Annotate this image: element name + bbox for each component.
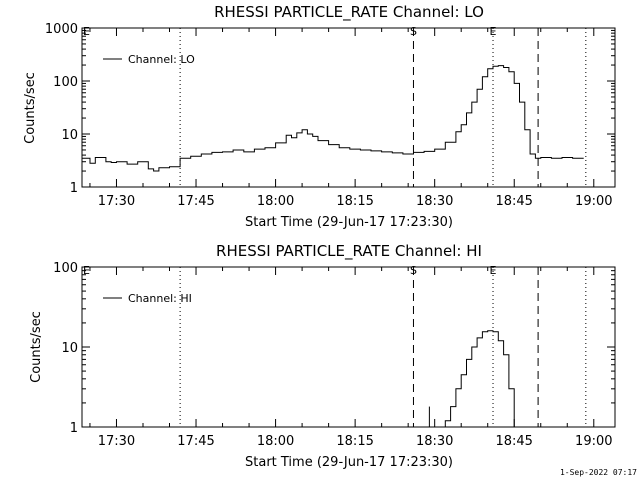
panel-lo-xlabel: Start Time (29-Jun-17 17:23:30) (245, 215, 453, 230)
x-tick-label: 18:15 (336, 434, 373, 449)
x-tick-label: 19:00 (575, 194, 612, 209)
event-marker-label: E (490, 264, 497, 277)
x-tick-label: 18:00 (257, 434, 294, 449)
panel-hi-legend-label: Channel: HI (128, 292, 192, 305)
y-tick-label: 10 (61, 128, 78, 143)
panel-hi-series-line (434, 330, 515, 428)
panel-hi-title: RHESSI PARTICLE_RATE Channel: HI (216, 242, 482, 261)
y-tick-label: 1 (70, 421, 78, 436)
panel-hi-frame (81, 266, 616, 428)
event-marker-label: E (83, 25, 90, 38)
panel-lo-axes: 17:30 17:45 18:00 18:15 18:30 18:45 19:00 1 10 10… (45, 22, 615, 209)
x-tick-label: 19:00 (575, 434, 612, 449)
x-tick-label: 18:30 (416, 194, 453, 209)
event-marker-label: S (410, 25, 417, 38)
x-tick-label: 17:45 (177, 194, 214, 209)
x-tick-label: 18:15 (336, 194, 373, 209)
event-marker-label: E (490, 25, 497, 38)
y-tick-label: 1 (70, 181, 78, 196)
x-tick-label: 18:45 (495, 194, 532, 209)
panel-lo-title: RHESSI PARTICLE_RATE Channel: LO (214, 3, 484, 22)
x-tick-label: 17:30 (98, 434, 135, 449)
panel-hi-axes: 17:30 17:45 18:00 18:15 18:30 18:45 19:00 1 10 10… (53, 261, 615, 449)
y-tick-label: 100 (53, 261, 78, 276)
x-tick-label: 18:30 (416, 434, 453, 449)
footer-timestamp: 1-Sep-2022 07:17 (560, 468, 637, 477)
x-tick-label: 17:45 (177, 434, 214, 449)
panel-hi-ylabel: Counts/sec (29, 311, 44, 383)
panel-lo-legend-label: Channel: LO (128, 53, 195, 66)
x-tick-label: 17:30 (98, 194, 135, 209)
event-marker-label: E (83, 264, 90, 277)
x-tick-label: 18:00 (257, 194, 294, 209)
panel-lo-series-line (82, 65, 584, 172)
panel-lo: RHESSI PARTICLE_RATE Channel: LO Start T… (23, 3, 616, 230)
panel-lo-frame (81, 27, 616, 188)
event-marker-label: S (410, 264, 417, 277)
panel-hi-xlabel: Start Time (29-Jun-17 17:23:30) (245, 455, 453, 470)
x-tick-label: 18:45 (495, 434, 532, 449)
y-tick-label: 10 (61, 341, 78, 356)
panel-lo-ylabel: Counts/sec (23, 72, 38, 144)
y-tick-label: 1000 (45, 22, 78, 37)
panel-hi: RHESSI PARTICLE_RATE Channel: HI Start T… (29, 242, 616, 470)
y-tick-label: 100 (53, 75, 78, 90)
